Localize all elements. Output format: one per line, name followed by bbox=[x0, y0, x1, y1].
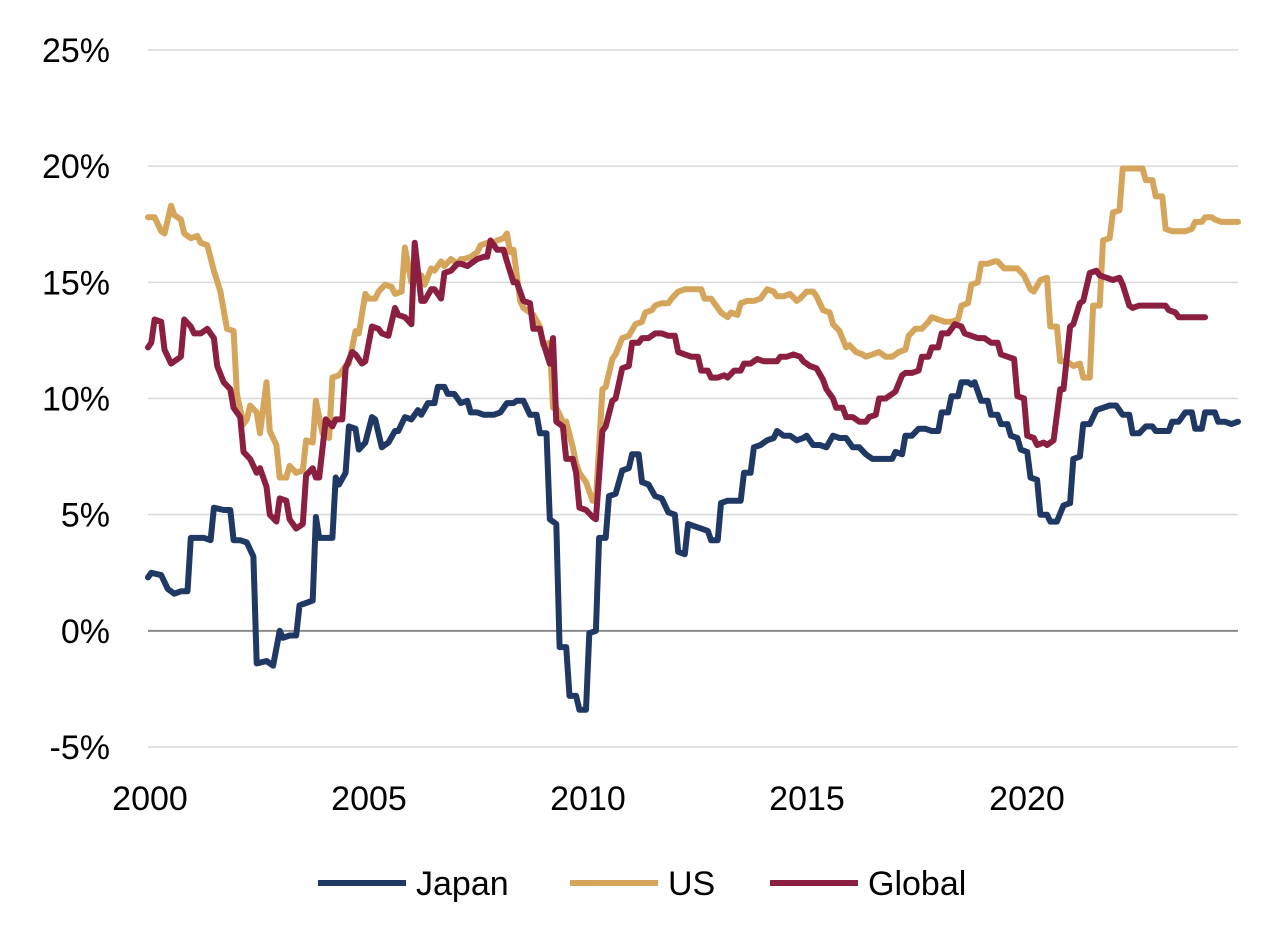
x-axis-ticks: 2000 2005 2010 2015 2020 bbox=[112, 780, 1065, 818]
legend-label-us: US bbox=[668, 865, 715, 903]
legend-label-global: Global bbox=[868, 865, 966, 903]
y-tick-label: 10% bbox=[42, 381, 110, 419]
y-tick-label: 20% bbox=[42, 148, 110, 186]
gridlines bbox=[148, 49, 1238, 748]
legend: Japan US Global bbox=[318, 865, 966, 903]
x-tick-label: 2005 bbox=[331, 780, 407, 818]
series-line-global bbox=[145, 237, 1209, 532]
x-tick-label: 2015 bbox=[769, 780, 845, 818]
y-tick-label: 15% bbox=[42, 264, 110, 302]
x-tick-label: 2000 bbox=[112, 780, 188, 818]
x-tick-label: 2010 bbox=[550, 780, 626, 818]
y-tick-label: 25% bbox=[42, 32, 110, 70]
y-tick-label: 0% bbox=[61, 613, 110, 651]
series-line-japan bbox=[145, 379, 1241, 713]
series-lines bbox=[145, 165, 1241, 713]
series-line-us bbox=[145, 165, 1241, 504]
y-tick-label: -5% bbox=[50, 729, 110, 767]
y-tick-label: 5% bbox=[61, 497, 110, 535]
legend-label-japan: Japan bbox=[416, 865, 509, 903]
x-tick-label: 2020 bbox=[989, 780, 1065, 818]
y-axis-ticks: 25% 20% 15% 10% 5% 0% -5% bbox=[42, 32, 110, 767]
